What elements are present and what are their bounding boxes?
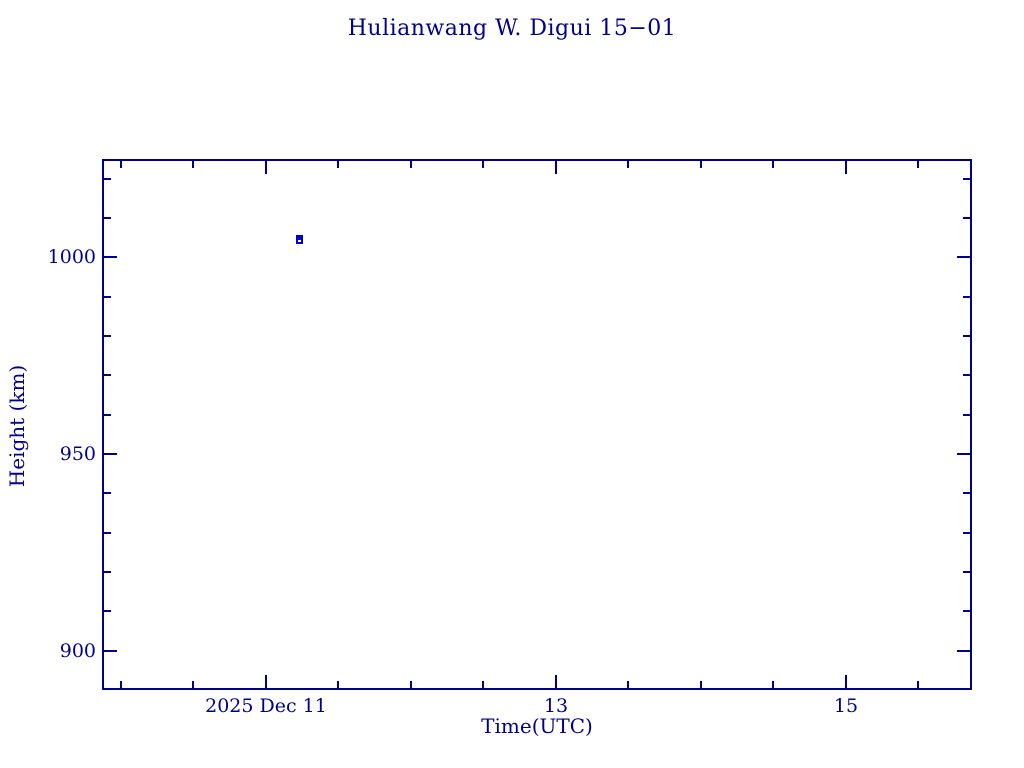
x-axis-tick-top: [265, 161, 267, 174]
y-axis-tick: [104, 492, 111, 494]
x-axis-tick-top: [482, 161, 484, 168]
y-axis-tick: [104, 296, 111, 298]
y-axis-tick: [104, 335, 111, 337]
y-axis-tick: [104, 374, 111, 376]
y-tick-label: 900: [59, 640, 96, 662]
y-axis-tick: [104, 571, 111, 573]
y-axis-tick: [104, 532, 111, 534]
y-tick-label: 950: [59, 443, 96, 465]
y-axis-tick-right: [963, 414, 970, 416]
x-axis-tick: [845, 675, 847, 688]
x-axis-tick-top: [410, 161, 412, 168]
x-axis-tick-top: [917, 161, 919, 168]
x-axis-tick-top: [772, 161, 774, 168]
x-axis-tick: [192, 681, 194, 688]
y-axis-tick-right: [963, 335, 970, 337]
y-axis-tick: [104, 453, 117, 455]
x-axis-tick-top: [845, 161, 847, 174]
y-axis-tick: [104, 178, 111, 180]
plot-area: [102, 159, 972, 690]
x-axis-tick: [120, 681, 122, 688]
x-axis-title: Time(UTC): [481, 714, 593, 738]
x-axis-tick: [410, 681, 412, 688]
x-axis-tick-top: [120, 161, 122, 168]
y-axis-tick-right: [963, 178, 970, 180]
x-axis-tick-top: [627, 161, 629, 168]
x-axis-tick: [917, 681, 919, 688]
y-axis-tick: [104, 650, 117, 652]
chart-title: Hulianwang W. Digui 15−01: [347, 16, 677, 41]
y-axis-tick-right: [963, 532, 970, 534]
x-axis-tick-top: [700, 161, 702, 168]
y-axis-tick-right: [963, 610, 970, 612]
x-axis-tick: [772, 681, 774, 688]
y-axis-tick-right: [957, 453, 970, 455]
y-axis-tick: [104, 256, 117, 258]
x-axis-tick-top: [555, 161, 557, 174]
y-axis-tick-right: [963, 571, 970, 573]
y-axis-tick: [104, 414, 111, 416]
x-tick-label: 13: [543, 695, 569, 717]
x-axis-tick: [482, 681, 484, 688]
y-axis-tick-right: [963, 296, 970, 298]
x-axis-tick-top: [192, 161, 194, 168]
y-axis-tick-right: [963, 217, 970, 219]
x-axis-tick: [700, 681, 702, 688]
marker-notch: [298, 240, 301, 242]
y-tick-label: 1000: [47, 246, 96, 268]
y-axis-tick-right: [963, 374, 970, 376]
x-axis-tick: [337, 681, 339, 688]
y-axis-tick: [104, 610, 111, 612]
x-axis-tick: [627, 681, 629, 688]
y-axis-tick-right: [963, 492, 970, 494]
x-axis-tick-top: [337, 161, 339, 168]
y-axis-title: Height (km): [5, 364, 29, 488]
data-point-marker: [296, 235, 303, 244]
x-tick-label: 2025 Dec 11: [205, 695, 327, 717]
x-axis-tick: [265, 675, 267, 688]
x-tick-label: 15: [833, 695, 859, 717]
y-axis-tick: [104, 217, 111, 219]
x-axis-tick: [555, 675, 557, 688]
y-axis-tick-right: [957, 650, 970, 652]
y-axis-tick-right: [957, 256, 970, 258]
